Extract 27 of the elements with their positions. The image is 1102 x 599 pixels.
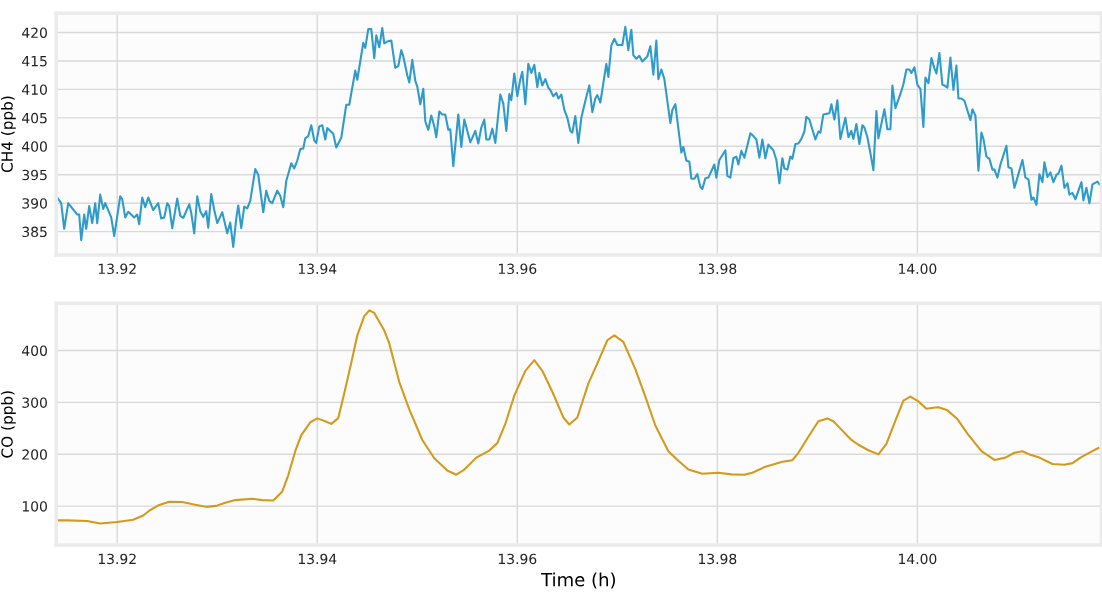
x-tick-label: 13.98 bbox=[699, 263, 737, 275]
y-tick-label: 415 bbox=[22, 56, 47, 67]
y-tick-label: 200 bbox=[22, 449, 47, 460]
y-tick-label: 395 bbox=[22, 169, 47, 181]
line-series bbox=[56, 309, 1100, 525]
y-tick-label: 405 bbox=[22, 112, 47, 124]
y-tick-label: 100 bbox=[22, 501, 47, 512]
x-axis-title: Time (h) bbox=[541, 572, 615, 589]
x-tick-label: 14.00 bbox=[899, 553, 937, 565]
y-tick-label: 385 bbox=[22, 226, 47, 238]
y-tick-label: 300 bbox=[22, 397, 47, 408]
y-tick-label: 390 bbox=[22, 198, 47, 209]
x-tick-label: 13.96 bbox=[498, 553, 537, 565]
x-tick-label: 14.00 bbox=[899, 263, 937, 275]
y-axis-title: CH4 (ppb) bbox=[1, 96, 16, 173]
x-tick-label: 13.98 bbox=[699, 553, 737, 565]
y-axis-title: CO (ppb) bbox=[1, 391, 16, 458]
y-tick-label: 400 bbox=[22, 141, 47, 152]
x-tick-label: 13.92 bbox=[98, 263, 136, 275]
line-series bbox=[56, 25, 1101, 249]
y-tick-label: 420 bbox=[22, 27, 47, 38]
x-tick-label: 13.96 bbox=[498, 263, 537, 275]
y-tick-label: 410 bbox=[22, 84, 47, 95]
x-tick-label: 13.94 bbox=[298, 263, 337, 275]
y-tick-label: 400 bbox=[22, 345, 47, 356]
x-tick-label: 13.92 bbox=[98, 553, 136, 565]
x-tick-label: 13.94 bbox=[298, 553, 337, 565]
